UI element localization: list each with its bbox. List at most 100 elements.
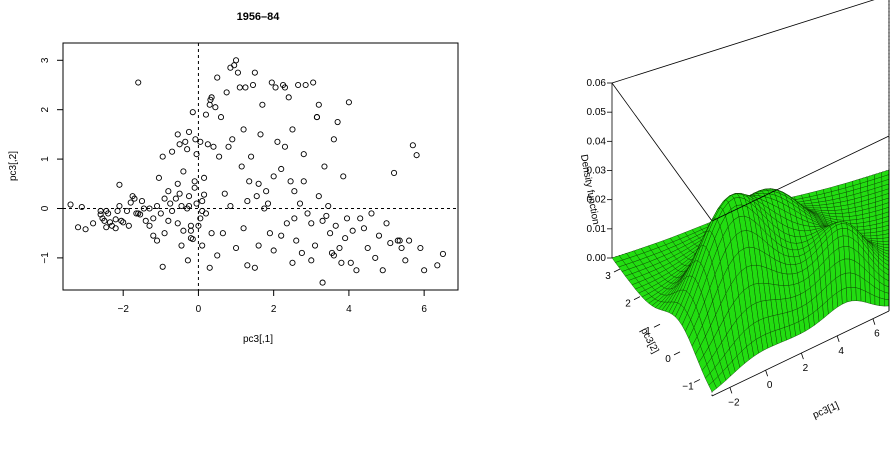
data-point <box>219 230 226 237</box>
data-point <box>229 136 236 143</box>
data-point <box>232 57 240 64</box>
data-point <box>413 152 420 159</box>
data-point <box>178 242 185 249</box>
surface-facet <box>854 273 861 290</box>
x3d-tick-label: −2 <box>728 397 740 408</box>
data-point <box>244 198 251 205</box>
data-point <box>191 178 198 185</box>
data-point <box>180 227 187 234</box>
y3d-tick <box>633 296 641 300</box>
surface-facet <box>838 246 845 262</box>
data-point <box>74 224 82 231</box>
x-tick-label: 4 <box>346 304 352 315</box>
y3d-tick-label: 1 <box>645 326 651 337</box>
surface-facet <box>812 204 821 209</box>
data-point <box>159 263 166 270</box>
data-point <box>321 163 328 170</box>
data-point <box>315 193 322 200</box>
y3d-tick-label: 3 <box>605 271 611 282</box>
y-tick-label: 2 <box>40 106 51 112</box>
data-point <box>304 210 311 217</box>
surface-facet <box>882 237 890 242</box>
data-point <box>214 252 221 259</box>
data-point <box>161 195 168 202</box>
surface-mesh <box>611 169 890 393</box>
data-point <box>193 200 200 207</box>
x-axis-3d-label: pc3[1] <box>811 400 841 421</box>
data-point <box>120 219 127 226</box>
data-point <box>311 242 319 249</box>
data-point <box>398 244 405 252</box>
surface-facet <box>819 204 828 209</box>
data-point <box>253 193 260 200</box>
data-point <box>289 259 296 266</box>
data-point <box>197 138 204 145</box>
data-point <box>123 207 131 215</box>
data-point <box>176 141 183 148</box>
surface-facet <box>863 229 871 234</box>
data-point <box>223 89 230 96</box>
plot-frame <box>62 42 459 291</box>
reference-lines <box>63 43 458 290</box>
data-point <box>394 237 401 244</box>
data-point <box>216 153 223 160</box>
x-tick-label: 2 <box>271 304 277 315</box>
data-point <box>291 188 298 195</box>
data-point <box>116 181 123 188</box>
data-point <box>272 84 279 91</box>
data-point <box>338 259 345 266</box>
surface-facet <box>849 258 856 275</box>
data-point <box>187 227 194 234</box>
y3d-tick <box>613 268 621 273</box>
data-point <box>300 178 307 185</box>
density-surface-plot: 0.00 0.01 0.02 0.03 0.04 0.05 0.06 −2 0 2 4 6 −1 0 1… <box>578 0 890 421</box>
surface-facet <box>884 298 890 307</box>
x-axis-label: pc3[,1] <box>243 334 273 345</box>
data-point <box>133 210 140 217</box>
data-point <box>169 207 176 215</box>
data-point <box>155 174 162 181</box>
data-point <box>217 114 225 121</box>
data-point <box>310 79 317 86</box>
data-point <box>214 74 221 81</box>
data-point <box>212 104 219 111</box>
data-point <box>169 148 176 155</box>
surface-facet <box>855 287 862 302</box>
data-point <box>138 198 146 205</box>
surface-facet <box>842 212 850 218</box>
y3d-tick-label: 2 <box>625 299 631 310</box>
data-point <box>375 232 383 239</box>
data-point <box>240 225 247 232</box>
y3d-tick <box>693 379 701 383</box>
surface-facet <box>842 227 849 237</box>
data-point <box>283 220 290 227</box>
x3d-tick-label: 4 <box>838 346 844 357</box>
surface-facet <box>856 222 864 228</box>
surface-facet <box>837 235 845 249</box>
data-point <box>248 153 255 160</box>
z-axis-label: Density function <box>578 154 601 226</box>
surface-facet <box>834 209 843 214</box>
data-point <box>227 64 234 71</box>
surface-facet <box>845 272 852 289</box>
data-point <box>159 153 166 160</box>
y3d-tick <box>653 323 661 328</box>
data-point <box>255 180 262 187</box>
data-point <box>174 180 181 187</box>
data-point <box>165 188 172 195</box>
data-point <box>434 262 441 269</box>
data-point <box>153 202 161 210</box>
data-point <box>201 191 208 198</box>
data-point <box>199 207 206 215</box>
y3d-tick-label: 0 <box>665 354 671 365</box>
x-tick-label: 0 <box>196 304 202 315</box>
data-point <box>142 217 149 224</box>
surface-facet <box>883 291 890 301</box>
data-point <box>116 202 123 210</box>
data-point <box>343 215 351 222</box>
x3d-tick-label: 2 <box>803 363 809 374</box>
data-point <box>184 146 191 153</box>
surface-facet <box>850 286 857 302</box>
data-point <box>302 81 309 89</box>
